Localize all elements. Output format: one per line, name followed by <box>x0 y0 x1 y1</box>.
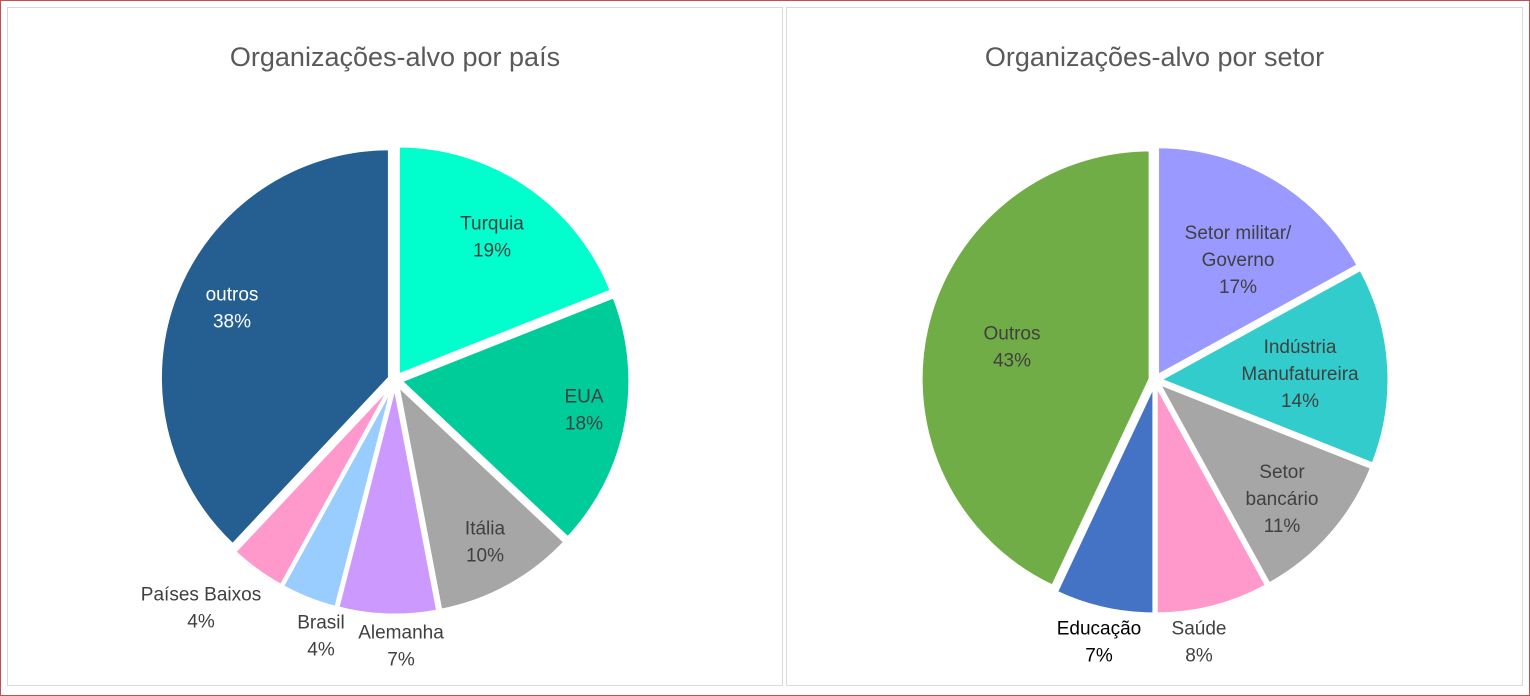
pie-slice-0-2 <box>395 381 567 612</box>
chart-panel-sector: Organizações-alvo por setor <box>786 7 1523 686</box>
pie-slice-0-0 <box>396 144 614 378</box>
pie-slice-0-1 <box>398 294 632 541</box>
pie-slice-1-3 <box>1154 384 1269 616</box>
data-label-1-2: Setor bancário 11% <box>1246 462 1319 537</box>
chart-title-sector: Organizações-alvo por setor <box>984 42 1325 72</box>
data-label-0-0: Turquia 19% <box>460 214 524 262</box>
pie-0: Turquia 19% EUA 18% Itália 10% Alemanha 7% Brasi… <box>141 144 632 671</box>
data-label-0-3: Alemanha 7% <box>358 623 444 671</box>
data-label-0-1: EUA 18% <box>564 387 603 435</box>
data-label-1-5: Outros 43% <box>983 324 1040 372</box>
data-label-1-0: Setor militar/Governo 17% <box>1185 223 1292 298</box>
pie-slice-1-4 <box>1054 384 1156 616</box>
pie-1: Setor militar/Governo 17% Indústria Manufat… <box>919 145 1391 667</box>
data-label-1-1: Indústria Manufatureira 14% <box>1241 337 1359 412</box>
pie-slice-1-2 <box>1155 380 1374 587</box>
chart-title-country: Organizações-alvo por país <box>229 42 561 72</box>
data-label-0-6: outros 38% <box>206 285 259 333</box>
data-label-0-2: Itália 10% <box>465 519 506 567</box>
pie-slice-1-1 <box>1156 267 1391 466</box>
pie-slice-0-4 <box>280 384 395 610</box>
pie-slice-1-5 <box>919 148 1152 589</box>
pie-slice-1-0 <box>1156 145 1361 379</box>
data-label-0-4: Brasil 4% <box>297 613 345 661</box>
data-label-1-3: Saúde 8% <box>1172 619 1227 667</box>
data-label-1-4: Educação 7% <box>1057 619 1142 667</box>
pie-slice-0-5 <box>232 383 393 588</box>
data-label-0-5: Países Baixos 4% <box>141 585 261 633</box>
pie-slice-0-3 <box>336 385 440 617</box>
pie-slice-0-6 <box>158 147 391 547</box>
